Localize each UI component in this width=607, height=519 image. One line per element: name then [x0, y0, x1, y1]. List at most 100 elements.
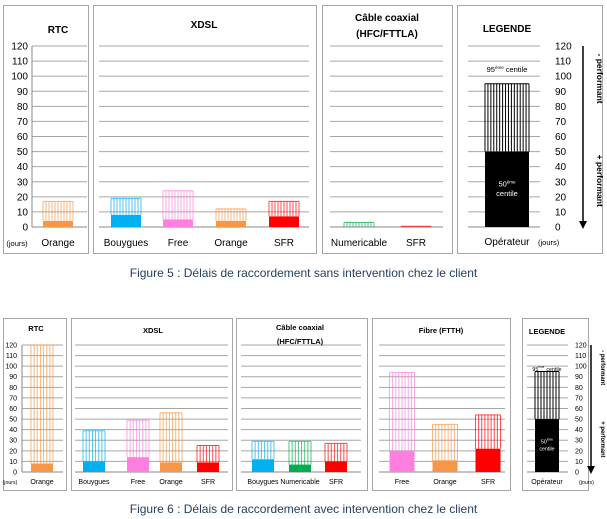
bar-numericable-median-bar — [289, 464, 311, 472]
panel-frame — [236, 318, 368, 491]
p50-sup: ème — [547, 437, 553, 441]
y-tick-label: 100 — [11, 72, 28, 83]
bar-orange-median-bar — [216, 220, 246, 227]
y-tick-label: 0 — [13, 469, 17, 476]
category-label: Bouygues — [247, 479, 279, 486]
category-label: SFR — [274, 238, 294, 249]
arrow-down-icon — [587, 466, 595, 474]
y-tick-label: 30 — [9, 438, 17, 445]
bar-free-median-bar — [389, 450, 415, 472]
y-unit-label: (jours) — [6, 239, 28, 248]
p95-centile-label: 95ème centile — [532, 365, 561, 373]
legend-y-tick-label: 20 — [555, 192, 567, 203]
bar-sfr-median-bar — [475, 448, 501, 472]
y-tick-label: 70 — [9, 395, 17, 402]
y-tick-label: 40 — [9, 427, 17, 434]
legend-y-tick-label: 110 — [555, 57, 571, 68]
category-label: Orange — [433, 479, 456, 486]
category-label: Free — [168, 238, 189, 249]
p95-p95_num: 95 — [532, 367, 538, 373]
bar-bouygues-median-bar — [83, 461, 105, 472]
panel-title: Câble coaxial — [276, 323, 324, 332]
legend-y-tick-label: 80 — [555, 102, 567, 113]
y-tick-label: 80 — [9, 385, 17, 392]
p50-p50_num: 50 — [498, 179, 506, 188]
p95-p95_num: 95 — [487, 65, 495, 74]
legend-title: LEGENDE — [529, 327, 565, 336]
category-label: SFR — [481, 479, 495, 486]
panel-title: XDSL — [191, 20, 218, 31]
y-tick-label: 10 — [17, 207, 29, 218]
legend-y-tick-label: 60 — [575, 406, 583, 413]
category-label: Free — [395, 479, 410, 486]
category-label: Orange — [30, 479, 53, 486]
y-tick-label: 80 — [17, 102, 29, 113]
panel-frame — [71, 318, 233, 491]
category-label: Orange — [214, 238, 248, 249]
arrow-down-icon — [579, 221, 587, 229]
figure-6-caption: Figure 6 : Délais de raccordement avec i… — [129, 502, 478, 516]
legend-frame — [522, 318, 589, 491]
legend-y-tick-label: 50 — [575, 417, 583, 424]
category-label: SFR — [406, 238, 426, 249]
legend-y-tick-label: 60 — [555, 132, 567, 143]
more-performant-label: + performant — [595, 155, 605, 207]
p50-sup: ème — [507, 179, 516, 184]
y-tick-label: 0 — [22, 223, 28, 234]
legend-y-tick-label: 80 — [575, 385, 583, 392]
p50-centile-word: centile — [539, 446, 554, 452]
panel-title: (HFC/FTTLA) — [277, 337, 324, 346]
legend-operator-label: Opérateur — [531, 479, 563, 486]
less-performant-label: - performant — [595, 54, 605, 104]
y-tick-label: 90 — [9, 374, 17, 381]
panel-frame — [3, 5, 89, 254]
legend-y-tick-label: 90 — [575, 374, 583, 381]
legend-frame — [457, 5, 603, 254]
y-tick-label: 100 — [5, 364, 17, 371]
y-tick-label: 110 — [12, 57, 28, 68]
panel-title: RTC — [28, 324, 44, 333]
bar-sfr-median-bar — [197, 462, 219, 472]
panel-title: XDSL — [143, 326, 163, 335]
legend-y-tick-label: 90 — [555, 87, 567, 98]
panel-frame — [372, 318, 511, 491]
bar-bouygues-median-bar — [111, 214, 141, 227]
p95-word: centile — [506, 65, 528, 74]
legend-y-tick-label: 20 — [575, 448, 583, 455]
bar-bouygues-median-bar — [252, 459, 274, 472]
category-label: Orange — [41, 238, 75, 249]
legend-y-tick-label: 30 — [555, 177, 567, 188]
y-tick-label: 60 — [9, 406, 17, 413]
y-tick-label: 20 — [9, 448, 17, 455]
category-label: Numericable — [280, 479, 319, 486]
p50-centile-word: centile — [496, 189, 518, 198]
p50-centile-label: 50ème — [498, 179, 516, 188]
legend-operator-label: Opérateur — [484, 237, 530, 248]
bar-orange-median-bar — [31, 463, 53, 472]
legend-y-tick-label: 100 — [555, 72, 572, 83]
legend-y-tick-label: 100 — [575, 364, 587, 371]
y-tick-label: 30 — [17, 177, 29, 188]
y-tick-label: 70 — [17, 117, 29, 128]
legend-y-tick-label: 10 — [575, 459, 583, 466]
legend-y-tick-label: 50 — [555, 147, 567, 158]
bar-free-median-bar — [163, 219, 193, 227]
p50-centile-label: 50ème — [541, 437, 553, 445]
p95-sup: ème — [495, 65, 504, 70]
category-label: Orange — [159, 479, 182, 486]
panel-title: Fibre (FTTH) — [419, 326, 464, 335]
p95-centile-label: 95ème centile — [487, 65, 528, 74]
legend-y-tick-label: 40 — [555, 162, 567, 173]
y-tick-label: 120 — [5, 342, 17, 349]
panel-title: Câble coaxial — [355, 13, 419, 24]
legend-title: LEGENDE — [483, 24, 532, 35]
legend-y-tick-label: 70 — [555, 117, 567, 128]
panel-frame — [322, 5, 453, 254]
legend-y-tick-label: 70 — [575, 395, 583, 402]
bar-orange-median-bar — [160, 462, 182, 472]
p95-sup: ème — [538, 365, 544, 369]
y-unit-label: (jours) — [3, 480, 18, 486]
y-tick-label: 50 — [9, 417, 17, 424]
bar-free-median-bar — [127, 457, 149, 472]
